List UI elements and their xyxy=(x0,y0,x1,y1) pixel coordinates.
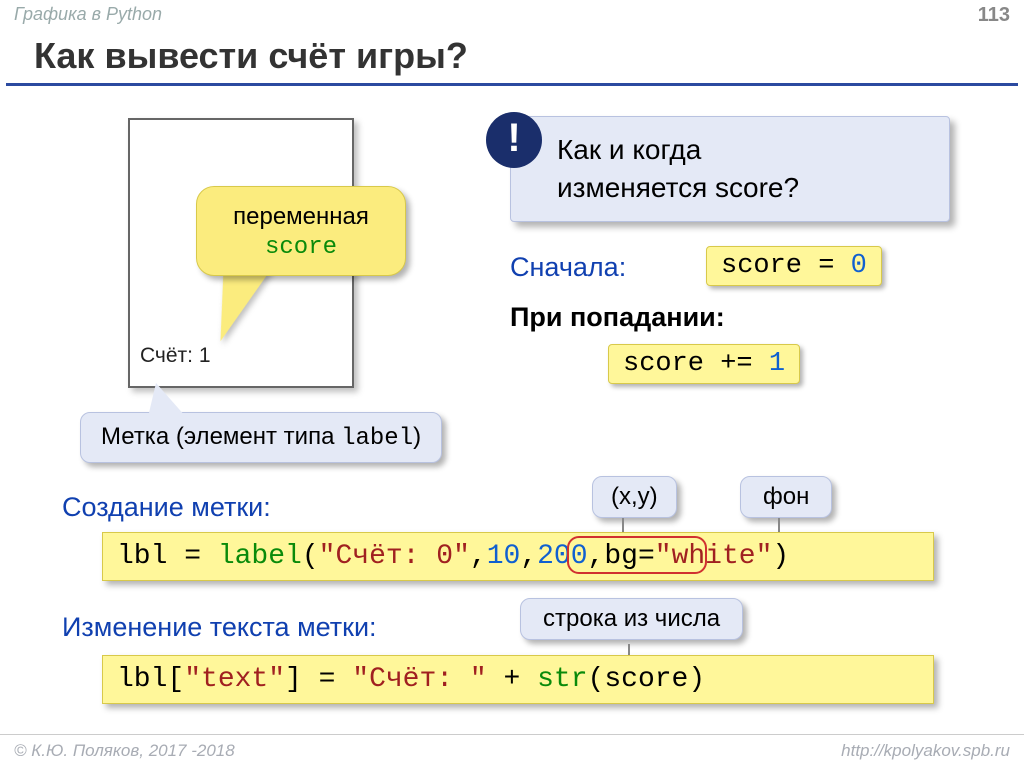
first-label: Сначала: xyxy=(510,252,626,283)
exclamation-icon: ! xyxy=(486,112,542,168)
slide-header: Графика в Python 113 xyxy=(0,0,1024,29)
str-annotation: строка из числа xyxy=(520,598,743,640)
question-line2: изменяется score? xyxy=(557,169,931,207)
variable-callout: переменная score xyxy=(196,186,406,276)
header-subject: Графика в Python xyxy=(14,4,162,27)
window-score-text: Счёт: 1 xyxy=(140,344,211,368)
code-change-text: lbl["text"] = "Счёт: " + str(score) xyxy=(102,655,934,704)
bg-annotation: фон xyxy=(740,476,832,518)
create-label-heading: Создание метки: xyxy=(62,492,271,523)
code-score-inc: score += 1 xyxy=(608,344,800,384)
change-label-heading: Изменение текста метки: xyxy=(62,612,377,643)
code-create-label: lbl = label("Счёт: 0",10,200,bg="white") xyxy=(102,532,934,581)
slide-content: Счёт: 1 переменная score ! Как и когда и… xyxy=(0,104,1024,744)
label-note-tail xyxy=(148,383,186,417)
callout-line2: score xyxy=(215,232,387,263)
label-element-note: Метка (элемент типа label) xyxy=(80,412,442,463)
code-score-init: score = 0 xyxy=(706,246,882,286)
footer-copyright: © К.Ю. Поляков, 2017 -2018 xyxy=(14,741,235,761)
coords-highlight xyxy=(567,536,707,574)
xy-annotation: (x,y) xyxy=(592,476,677,518)
slide-footer: © К.Ю. Поляков, 2017 -2018 http://kpolya… xyxy=(0,734,1024,767)
footer-url: http://kpolyakov.spb.ru xyxy=(841,741,1010,761)
question-line1: Как и когда xyxy=(557,131,931,169)
callout-line1: переменная xyxy=(215,201,387,232)
slide-title: Как вывести счёт игры? xyxy=(6,29,1018,86)
on-hit-label: При попадании: xyxy=(510,302,725,333)
question-box: Как и когда изменяется score? xyxy=(510,116,950,222)
page-number: 113 xyxy=(978,4,1010,27)
